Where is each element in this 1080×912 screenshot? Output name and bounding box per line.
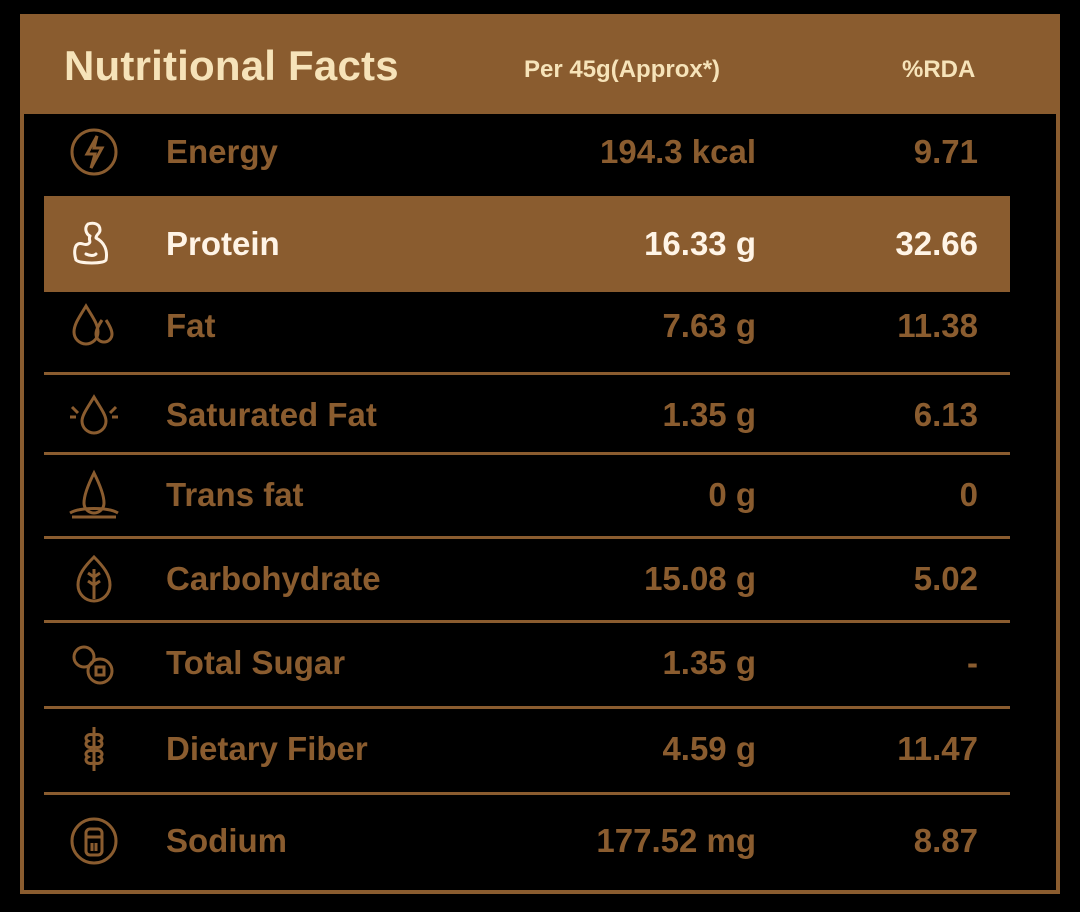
nutrient-rda: 11.38: [897, 307, 978, 344]
energy-icon: [66, 124, 122, 180]
nutrient-name: Dietary Fiber: [166, 730, 368, 767]
rda-header: %RDA: [902, 56, 976, 83]
table-row-energy: Energy 194.3 kcal 9.71: [44, 112, 1010, 192]
nutrient-rda: -: [967, 644, 978, 681]
nutrient-amount: 4.59 g: [662, 730, 756, 767]
row-divider: [44, 706, 1010, 709]
table-row-dietary-fiber: Dietary Fiber 4.59 g 11.47: [44, 709, 1010, 789]
fiber-icon: [66, 721, 122, 777]
wheat-icon: [66, 551, 122, 607]
nutrient-name: Energy: [166, 133, 278, 170]
nutrient-rda: 11.47: [897, 730, 978, 767]
nutrient-name: Saturated Fat: [166, 396, 377, 433]
nutrient-name: Carbohydrate: [166, 560, 381, 597]
muscle-icon: [66, 216, 122, 272]
table-row-sodium: Sodium 177.52 mg 8.87: [44, 801, 1010, 881]
table-title: Nutritional Facts: [64, 42, 399, 89]
row-divider: [44, 536, 1010, 539]
table-row-trans-fat: Trans fat 0 g 0: [44, 455, 1010, 535]
nutrient-amount: 1.35 g: [662, 644, 756, 681]
nutrient-amount: 194.3 kcal: [600, 133, 756, 170]
table-row-protein: Protein 16.33 g 32.66: [44, 196, 1010, 292]
table-row-total-sugar: Total Sugar 1.35 g -: [44, 623, 1010, 703]
nutrient-rda: 9.71: [913, 133, 978, 170]
nutrient-amount: 0 g: [708, 476, 756, 513]
nutrient-rda: 32.66: [895, 225, 978, 262]
salt-icon: [66, 813, 122, 869]
sugar-cubes-icon: [66, 635, 122, 691]
nutrient-name: Protein: [166, 225, 280, 262]
nutrient-rda: 5.02: [913, 560, 978, 597]
table-header: Nutritional Facts Per 45g(Approx*) %RDA: [24, 18, 1056, 114]
row-divider: [44, 452, 1010, 455]
nutrient-name: Trans fat: [166, 476, 304, 513]
fat-drop-icon: [66, 298, 122, 354]
table-row-saturated-fat: Saturated Fat 1.35 g 6.13: [44, 375, 1010, 455]
nutrient-amount: 7.63 g: [662, 307, 756, 344]
row-divider: [44, 372, 1010, 375]
table-row-carbohydrate: Carbohydrate 15.08 g 5.02: [44, 539, 1010, 619]
nutrient-rda: 0: [959, 476, 978, 513]
nutrient-amount: 16.33 g: [644, 225, 756, 262]
row-divider: [44, 620, 1010, 623]
nutrient-amount: 177.52 mg: [596, 822, 756, 859]
per-serving-header: Per 45g(Approx*): [524, 56, 721, 83]
nutrient-amount: 15.08 g: [644, 560, 756, 597]
trans-fat-drop-icon: [66, 467, 122, 523]
nutrient-amount: 1.35 g: [662, 396, 756, 433]
nutrient-rda: 8.87: [913, 822, 978, 859]
saturated-fat-drop-icon: [66, 387, 122, 443]
nutrient-rda: 6.13: [913, 396, 978, 433]
row-divider: [44, 792, 1010, 795]
nutrient-name: Total Sugar: [166, 644, 346, 681]
nutrient-name: Sodium: [166, 822, 287, 859]
table-row-fat: Fat 7.63 g 11.38: [44, 286, 1010, 366]
nutrient-name: Fat: [166, 307, 216, 344]
